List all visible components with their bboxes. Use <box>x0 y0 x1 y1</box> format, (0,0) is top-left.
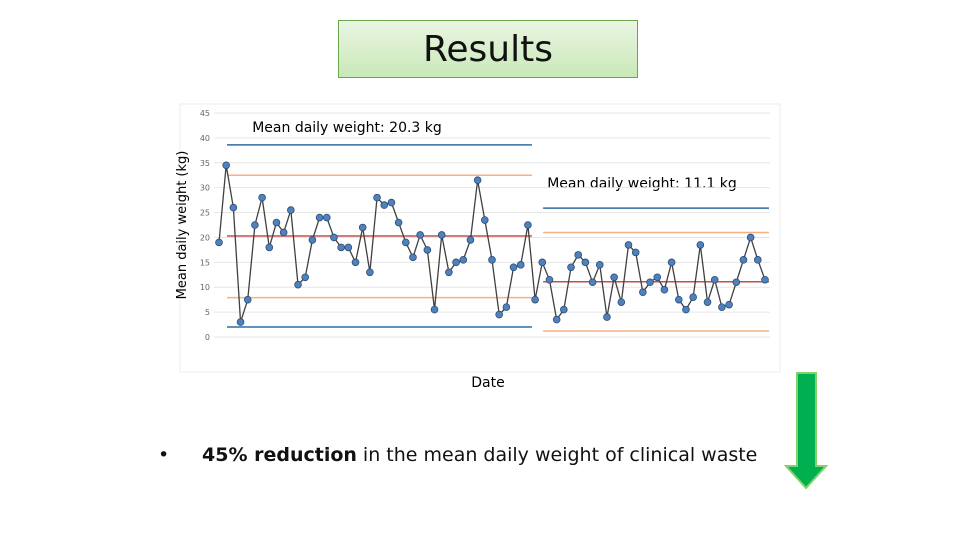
y-tick-label: 15 <box>200 258 210 267</box>
data-point <box>322 213 331 222</box>
data-point <box>488 256 496 264</box>
data-point <box>524 221 532 229</box>
data-point <box>567 263 575 272</box>
data-point <box>481 216 489 224</box>
data-point <box>394 218 403 227</box>
data-point <box>366 268 374 277</box>
data-point <box>718 303 726 311</box>
y-tick-label: 20 <box>200 233 210 242</box>
y-tick-label: 35 <box>200 159 210 168</box>
data-point <box>710 275 719 284</box>
y-tick-label: 30 <box>200 184 210 193</box>
data-point <box>624 241 633 249</box>
data-point <box>667 258 676 267</box>
data-point <box>437 231 446 239</box>
data-point <box>330 233 338 242</box>
data-point <box>258 193 266 202</box>
y-tick-label: 5 <box>205 308 210 317</box>
bullet-bold: 45% reduction <box>202 444 357 466</box>
data-point <box>682 305 690 314</box>
data-point <box>545 275 554 284</box>
y-tick-label: 40 <box>200 134 210 143</box>
data-point <box>617 298 626 306</box>
data-point <box>294 280 302 289</box>
data-point <box>725 300 733 309</box>
data-point <box>373 193 381 202</box>
data-point <box>732 278 741 287</box>
data-point <box>229 203 238 212</box>
data-point <box>387 198 396 207</box>
data-point <box>689 293 697 301</box>
data-point <box>502 303 511 311</box>
data-point <box>452 258 460 267</box>
data-point <box>315 213 324 222</box>
data-point <box>215 238 223 247</box>
bullet-marker: • <box>158 444 170 466</box>
data-point <box>531 295 539 304</box>
data-point <box>761 275 769 284</box>
data-point <box>538 258 547 267</box>
data-point <box>380 201 389 209</box>
data-point <box>639 288 647 297</box>
bullet-text: in the mean daily weight of clinical was… <box>362 444 758 466</box>
data-point <box>358 223 367 232</box>
data-point <box>423 246 432 254</box>
data-point <box>351 258 360 267</box>
y-tick-label: 45 <box>200 109 210 118</box>
y-axis-label: Mean daily weight (kg) <box>175 151 190 300</box>
data-point <box>251 221 259 229</box>
y-tick-label: 0 <box>205 333 210 342</box>
data-point <box>308 236 317 244</box>
data-point <box>660 285 669 294</box>
data-point <box>409 253 417 262</box>
data-point <box>401 238 410 247</box>
data-point <box>516 261 525 269</box>
data-point <box>473 176 482 185</box>
x-axis-label: Date <box>471 375 504 391</box>
data-point <box>574 251 583 259</box>
data-point <box>552 315 561 324</box>
down-arrow <box>783 372 829 490</box>
data-point <box>560 305 568 314</box>
data-point <box>287 206 295 214</box>
y-tick-label: 25 <box>200 209 210 218</box>
data-point <box>236 318 245 326</box>
data-point <box>466 236 475 244</box>
data-point <box>595 261 604 269</box>
data-point <box>581 258 590 267</box>
data-point <box>243 295 252 304</box>
data-point <box>459 256 468 264</box>
y-tick-label: 10 <box>200 283 210 292</box>
data-point <box>495 310 503 319</box>
annotation: Mean daily weight: 20.3 kg <box>252 120 442 136</box>
data-point <box>610 273 618 282</box>
data-point <box>739 256 748 264</box>
data-point <box>445 268 453 277</box>
data-point <box>416 231 424 239</box>
data-point <box>653 273 662 282</box>
data-point <box>509 263 518 272</box>
data-point <box>746 233 755 242</box>
data-point <box>696 241 705 249</box>
data-point <box>430 305 439 314</box>
data-point <box>603 313 611 321</box>
data-point <box>222 161 230 170</box>
data-point <box>279 228 288 237</box>
data-point <box>301 273 310 282</box>
annotation: Mean daily weight: 11.1 kg <box>547 176 737 192</box>
slide-title: Results <box>338 20 638 78</box>
data-point <box>703 298 712 306</box>
data-point <box>646 278 654 287</box>
data-point <box>265 243 274 252</box>
data-point <box>674 295 683 304</box>
data-point <box>344 243 353 252</box>
data-point <box>631 248 640 257</box>
data-point <box>754 256 762 264</box>
data-point <box>588 278 597 287</box>
data-point <box>272 218 281 227</box>
bullet: • 45% reduction in the mean daily weight o… <box>158 444 757 466</box>
data-point <box>337 243 345 252</box>
